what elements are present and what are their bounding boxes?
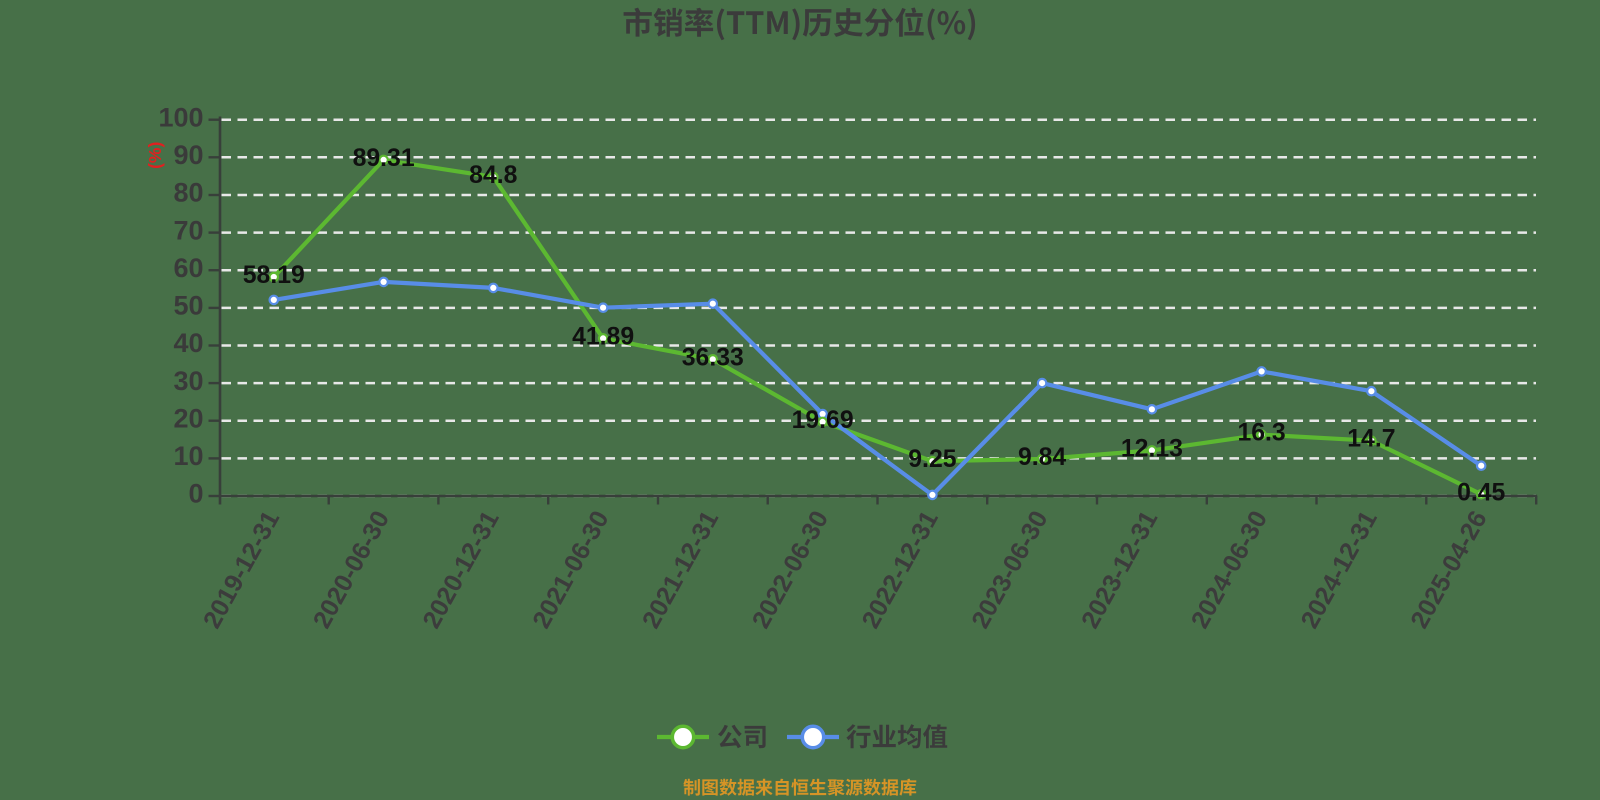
- svg-text:80: 80: [173, 178, 203, 208]
- svg-text:16.3: 16.3: [1237, 420, 1285, 447]
- svg-text:30: 30: [173, 366, 203, 396]
- svg-text:89.31: 89.31: [353, 145, 415, 172]
- svg-text:0: 0: [188, 479, 203, 509]
- svg-text:50: 50: [173, 291, 203, 321]
- svg-text:12.13: 12.13: [1121, 435, 1183, 462]
- svg-text:10: 10: [173, 441, 203, 471]
- svg-text:90: 90: [173, 140, 203, 170]
- svg-text:36.33: 36.33: [682, 344, 744, 371]
- svg-text:84.8: 84.8: [469, 162, 517, 189]
- svg-text:60: 60: [173, 253, 203, 283]
- svg-text:40: 40: [173, 328, 203, 358]
- svg-text:100: 100: [158, 102, 203, 132]
- svg-text:41.89: 41.89: [572, 323, 634, 350]
- svg-text:0.45: 0.45: [1457, 479, 1505, 506]
- svg-text:20: 20: [173, 403, 203, 433]
- svg-text:(%): (%): [145, 142, 165, 169]
- svg-text:9.25: 9.25: [908, 446, 956, 473]
- svg-text:70: 70: [173, 215, 203, 245]
- svg-text:14.7: 14.7: [1347, 426, 1395, 453]
- svg-text:9.84: 9.84: [1018, 444, 1066, 471]
- svg-text:58.19: 58.19: [243, 262, 305, 289]
- svg-text:19.69: 19.69: [792, 407, 854, 434]
